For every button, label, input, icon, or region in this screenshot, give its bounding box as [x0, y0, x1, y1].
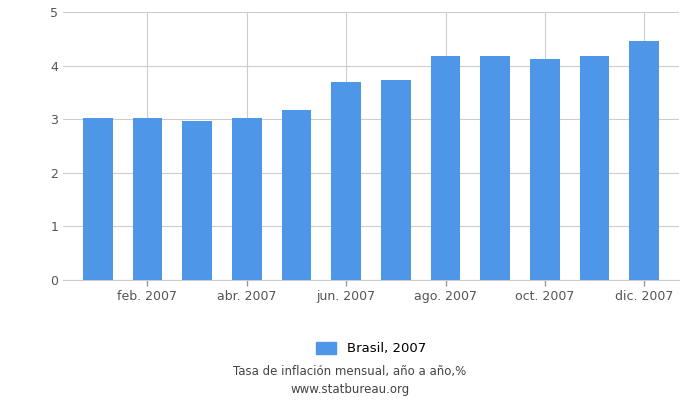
Bar — [331, 82, 361, 280]
Bar — [281, 110, 312, 280]
Bar — [480, 56, 510, 280]
Bar — [132, 118, 162, 280]
Bar — [629, 41, 659, 280]
Bar — [580, 56, 610, 280]
Bar — [530, 59, 560, 280]
Bar — [182, 121, 212, 280]
Legend: Brasil, 2007: Brasil, 2007 — [309, 335, 433, 362]
Text: Tasa de inflación mensual, año a año,%: Tasa de inflación mensual, año a año,% — [233, 366, 467, 378]
Bar — [381, 80, 411, 280]
Bar — [83, 118, 113, 280]
Bar — [430, 56, 461, 280]
Bar — [232, 118, 262, 280]
Text: www.statbureau.org: www.statbureau.org — [290, 384, 410, 396]
